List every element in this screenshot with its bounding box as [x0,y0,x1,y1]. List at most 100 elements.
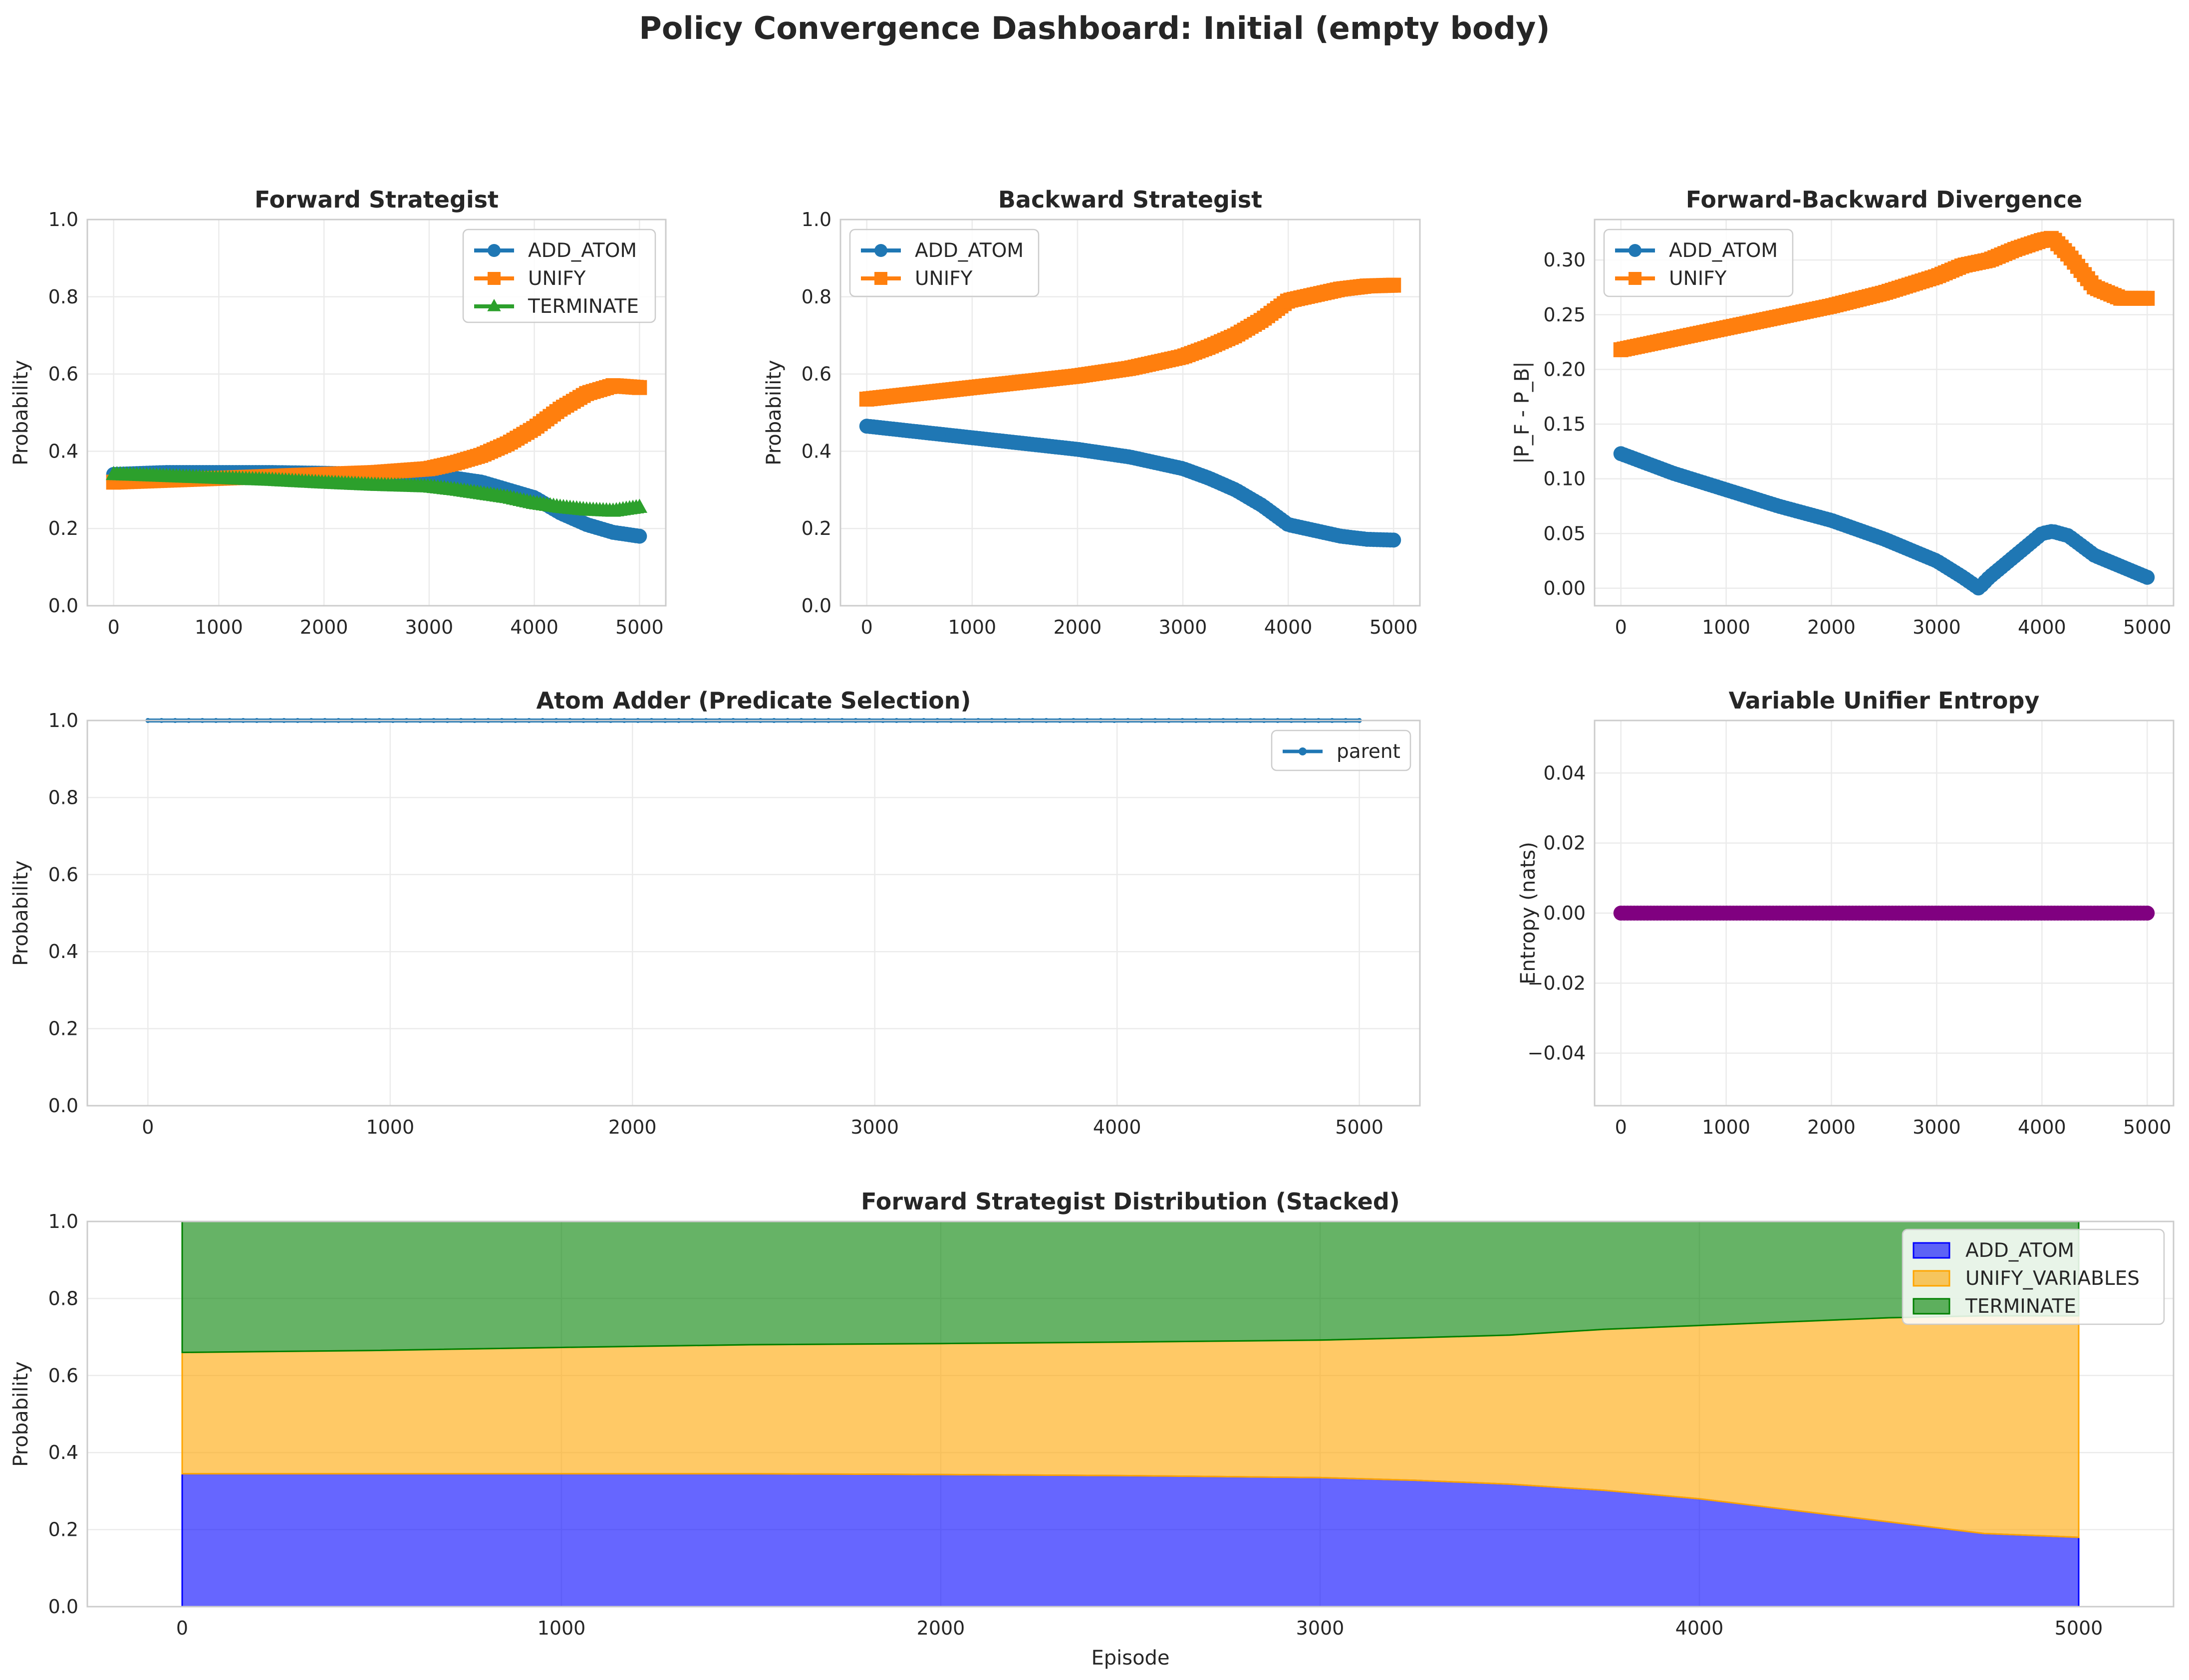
divergence-y-tick-label: 0.15 [1543,413,1586,435]
divergence-x-tick-label: 3000 [1913,616,1961,638]
stacked-y-tick-label: 0.8 [48,1287,78,1309]
backward-point-add-atom [1386,532,1401,548]
forward-y-tick-label: 0.4 [48,440,78,462]
atom_adder-panel: 0 1000 2000 3000 4000 5000 0.0 0.2 0.4 0.6 0.8 1.0 A… [9,687,1421,1138]
stacked-x-tick-label: 0 [176,1617,188,1639]
entropy-y-axis-label: Entropy (nats) [1517,842,1540,984]
stacked-frame-border [86,1220,2175,1608]
atom_adder-x-tick-label: 0 [142,1116,154,1138]
divergence-x-tick-label: 1000 [1702,616,1750,638]
entropy-x-tick-label: 4000 [2018,1116,2066,1138]
divergence-y-tick-label: 0.00 [1543,577,1586,599]
backward-x-tick-label: 5000 [1369,616,1418,638]
divergence-point-unify [2140,290,2155,306]
stacked-x-tick-label: 1000 [538,1617,586,1639]
backward-legend-label-add-atom: ADD_ATOM [915,240,1024,262]
stacked-legend-swatch-unify-variables [1913,1270,1950,1287]
divergence-legend-label-add-atom: ADD_ATOM [1669,240,1778,262]
backward-y-tick-label: 0.6 [802,363,831,385]
backward-panel: 0 1000 2000 3000 4000 5000 0.0 0.2 0.4 0.6 0.8 1.0 B… [763,186,1421,638]
stacked-marks [181,1220,2080,1608]
divergence-frame-border [1594,219,2175,607]
forward-frame-border [86,219,667,607]
atom_adder-x-tick-label: 3000 [850,1116,899,1138]
entropy-y-tick-label: 0.00 [1543,902,1586,924]
backward-y-axis-label: Probability [763,360,786,465]
forward-y-tick-label: 0.0 [48,595,78,617]
backward-y-tick-label: 1.0 [802,209,831,231]
backward-frame-border [839,219,1421,607]
backward-y-tick-label: 0.8 [802,286,831,308]
divergence-legend: ADD_ATOM UNIFY [1603,229,1794,297]
forward-legend-label-terminate: TERMINATE [528,295,639,318]
stacked-x-tick-label: 3000 [1296,1617,1345,1639]
forward-point-terminate [631,498,648,513]
stacked-legend-label-terminate: TERMINATE [1965,1295,2076,1318]
divergence-legend-marker-add-atom [1629,244,1642,257]
divergence-x-tick-label: 5000 [2123,616,2172,638]
backward-x-tick-label: 2000 [1054,616,1102,638]
atom_adder-legend: parent [1271,729,1411,771]
forward-x-tick-label: 1000 [195,616,243,638]
entropy-y-tick-label: −0.04 [1528,1042,1586,1064]
backward-x-tick-label: 0 [861,616,873,638]
divergence-panel: 0 1000 2000 3000 4000 5000 0.00 0.05 0.10 0.15 0.2… [1511,186,2175,638]
entropy-y-tick-label: 0.04 [1543,762,1586,784]
atom_adder-y-tick-label: 0.2 [48,1018,78,1040]
divergence-title: Forward-Backward Divergence [1686,186,2082,213]
forward-panel: 0 1000 2000 3000 4000 5000 0.0 0.2 0.4 0.6 0.8 1.0 F… [9,186,667,638]
forward-legend-label-unify: UNIFY [528,267,586,290]
atom_adder-y-tick-label: 0.0 [48,1095,78,1117]
atom_adder-y-tick-label: 0.8 [48,786,78,808]
atom_adder-y-tick-label: 0.4 [48,941,78,962]
backward-marks [859,277,1401,548]
stacked-legend-frame [1902,1228,2165,1325]
atom_adder-legend-label-parent: parent [1337,740,1400,763]
atom_adder-legend-marker-parent [1299,747,1307,755]
backward-x-tick-label: 1000 [948,616,997,638]
divergence-marks [1613,231,2155,596]
stacked-y-tick-label: 0.6 [48,1365,78,1387]
stacked-x-axis-label: Episode [1091,1647,1169,1670]
forward-point-add-atom [632,528,647,544]
forward-point-unify [632,380,647,395]
stacked-legend-swatch-add-atom [1913,1242,1950,1259]
stacked-legend: ADD_ATOM UNIFY_VARIABLES TERMINATE [1902,1228,2165,1325]
stacked-y-axis-label: Probability [9,1361,32,1466]
stacked-panel: 0 1000 2000 3000 4000 5000 0.0 0.2 0.4 0.6 0.8 1.0 F… [9,1188,2175,1670]
divergence-legend-label-unify: UNIFY [1669,267,1727,290]
forward-x-tick-label: 0 [108,616,120,638]
forward-y-tick-label: 1.0 [48,209,78,231]
stacked-y-tick-label: 0.0 [48,1596,78,1618]
divergence-y-tick-label: 0.30 [1543,249,1586,271]
backward-x-tick-label: 4000 [1264,616,1313,638]
atom_adder-y-tick-label: 0.6 [48,864,78,886]
atom_adder-title: Atom Adder (Predicate Selection) [536,687,971,714]
entropy-frame-border [1594,720,2175,1107]
divergence-y-tick-label: 0.20 [1543,358,1586,380]
divergence-y-tick-label: 0.25 [1543,304,1586,326]
stacked-y-tick-label: 0.2 [48,1519,78,1541]
forward-x-tick-label: 2000 [300,616,348,638]
stacked-legend-swatch-terminate [1913,1298,1950,1315]
forward-x-tick-label: 5000 [615,616,664,638]
backward-legend-label-unify: UNIFY [915,267,973,290]
entropy-x-tick-label: 3000 [1913,1116,1961,1138]
divergence-y-tick-label: 0.05 [1543,522,1586,544]
entropy-y-tick-label: 0.02 [1543,832,1586,854]
backward-y-tick-label: 0.0 [802,595,831,617]
stacked-title: Forward Strategist Distribution (Stacked… [861,1188,1400,1215]
entropy-title: Variable Unifier Entropy [1729,687,2040,714]
forward-legend-frame [462,229,656,323]
entropy-y-tick-label: −0.02 [1528,972,1586,994]
backward-y-tick-label: 0.4 [802,440,831,462]
entropy-x-tick-label: 5000 [2123,1116,2172,1138]
forward-legend-marker-terminate [487,299,501,311]
entropy-x-tick-label: 1000 [1702,1116,1750,1138]
divergence-y-axis-label: |P_F - P_B| [1511,361,1534,464]
divergence-x-tick-label: 0 [1615,616,1627,638]
divergence-point-add-atom [2140,569,2155,585]
forward-x-tick-label: 4000 [510,616,558,638]
backward-legend: ADD_ATOM UNIFY [849,229,1040,297]
